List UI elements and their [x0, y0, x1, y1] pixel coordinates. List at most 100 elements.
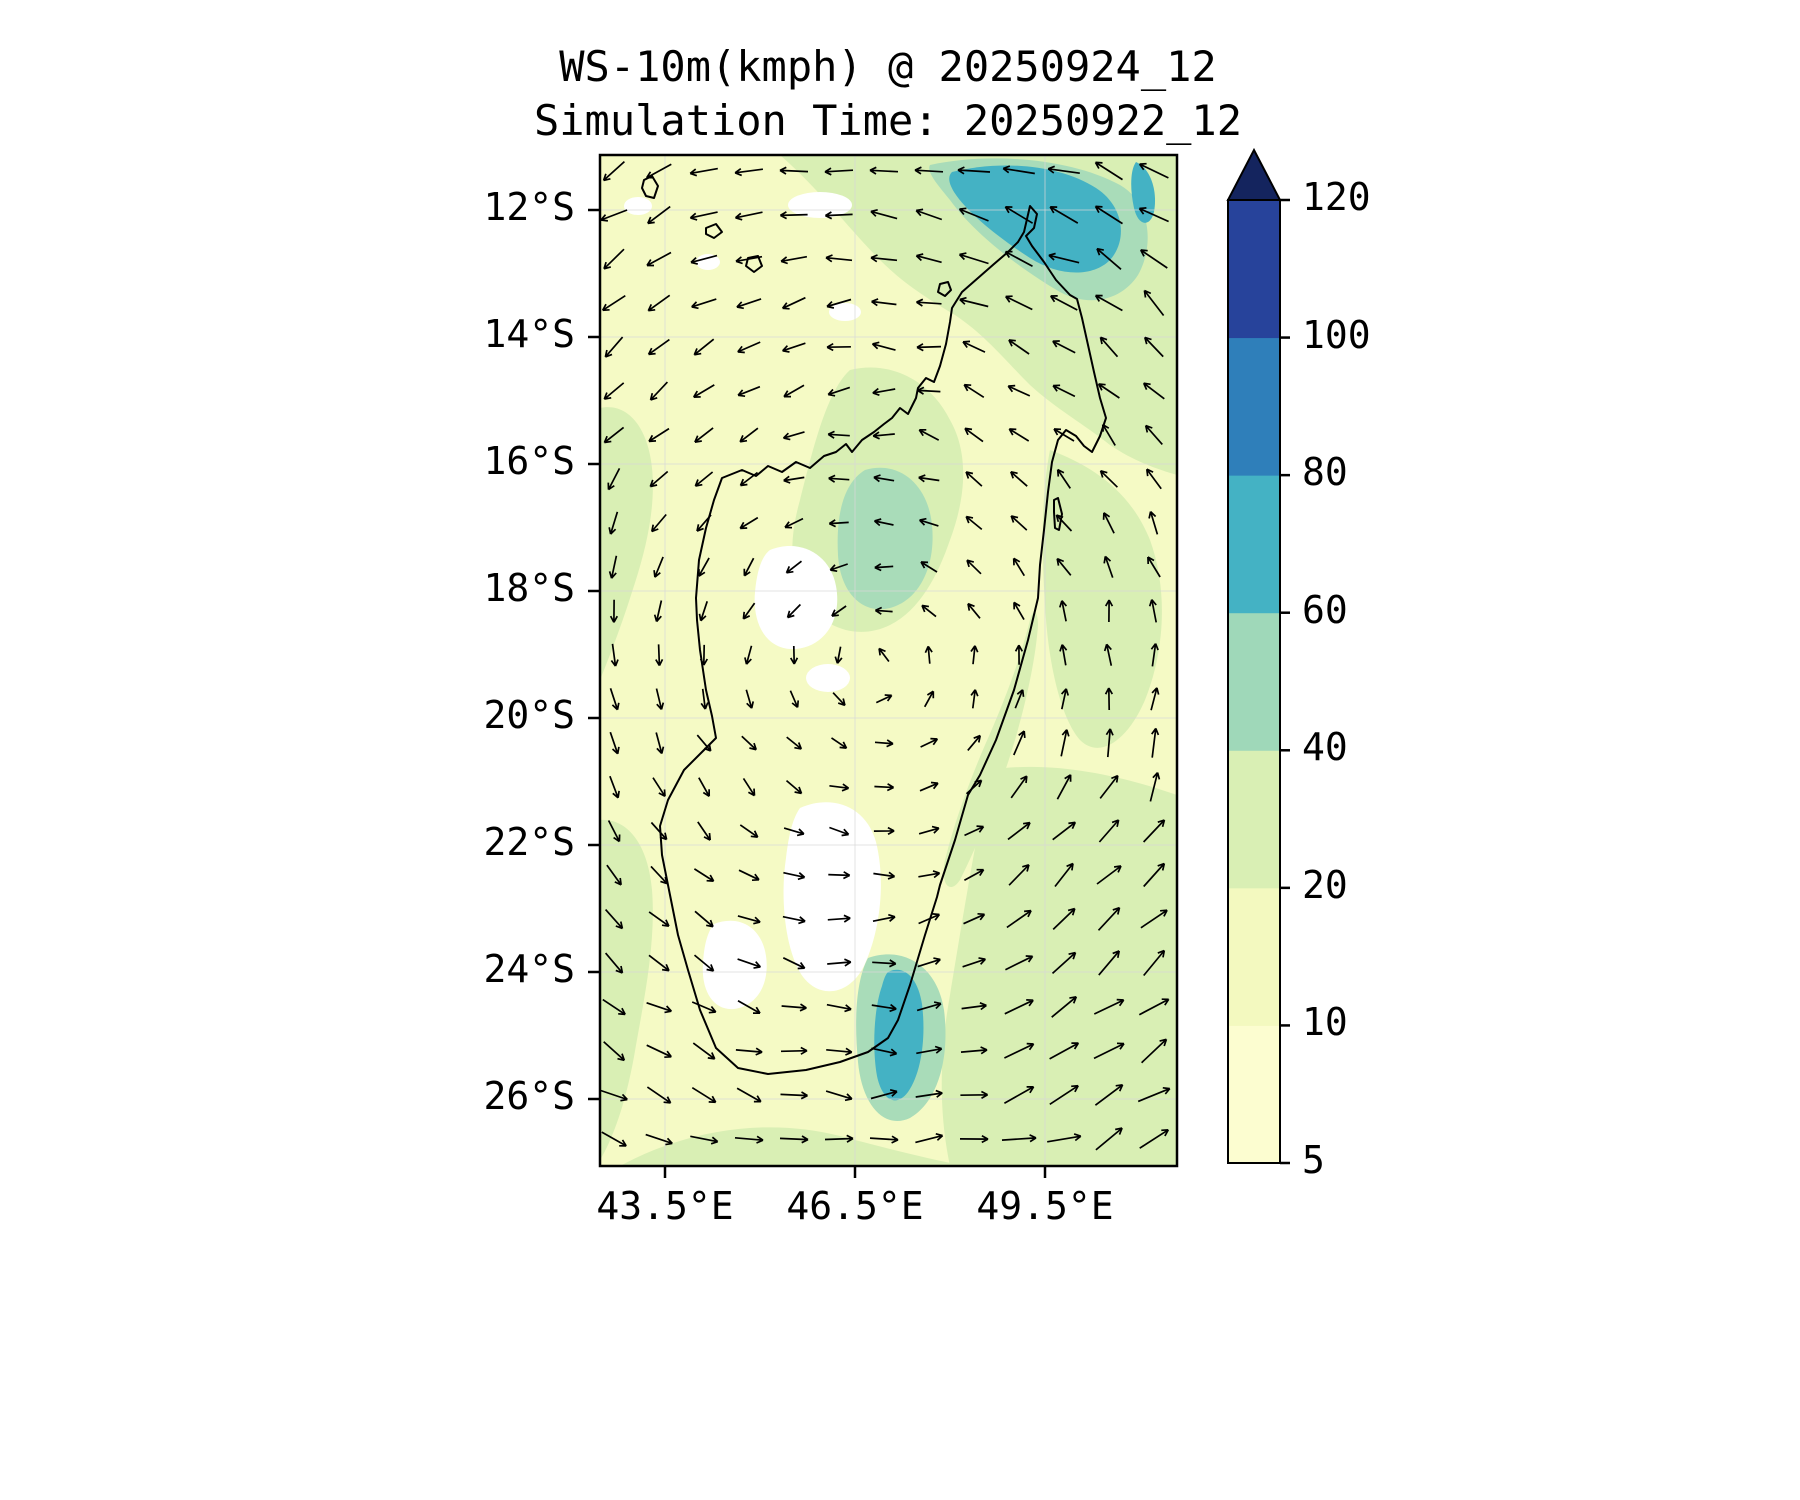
wind-arrow	[781, 342, 806, 353]
y-tick-label: 18°S	[483, 566, 575, 610]
wind-arrow	[649, 381, 669, 401]
y-tick-label: 20°S	[483, 693, 575, 737]
wind-arrow	[1047, 1133, 1082, 1143]
wind-arrow	[916, 343, 942, 352]
x-tick-label: 49.5°E	[976, 1184, 1114, 1228]
wind-arrow	[1012, 557, 1026, 577]
wind-arrow	[878, 647, 890, 663]
wind-arrow	[1007, 821, 1031, 841]
wind-arrow	[1004, 205, 1034, 224]
wind-arrow	[920, 561, 938, 573]
wind-arrow	[825, 254, 853, 263]
wind-arrow	[967, 602, 981, 619]
wind-arrow	[920, 737, 939, 748]
wind-arrow	[914, 166, 944, 175]
wind-arrow	[734, 1135, 764, 1144]
wind-arrow	[1010, 470, 1028, 487]
wind-arrow	[786, 736, 803, 750]
wind-arrow	[966, 559, 982, 575]
wind-arrow	[1052, 821, 1077, 841]
wind-arrow	[690, 1135, 719, 1145]
wind-arrow	[1005, 295, 1033, 311]
wind-arrow	[963, 383, 985, 399]
wind-arrow	[789, 645, 799, 665]
wind-arrow	[1150, 687, 1160, 711]
wind-arrow	[826, 342, 851, 352]
wind-arrow	[694, 471, 714, 487]
wind-arrow	[784, 517, 804, 529]
wind-arrow	[1149, 772, 1161, 802]
wind-arrow	[742, 602, 756, 620]
wind-arrow	[609, 775, 620, 799]
wind-arrow	[1052, 907, 1076, 931]
wind-arrow	[1138, 998, 1170, 1016]
wind-arrow	[924, 645, 933, 664]
wind-arrow	[1148, 599, 1158, 623]
figure-title: WS-10m(kmph) @ 20250924_12 Simulation Ti…	[398, 40, 1378, 148]
wind-arrow	[874, 563, 894, 572]
wind-arrow	[736, 1087, 762, 1103]
wind-arrow	[655, 732, 665, 755]
wind-arrow	[1058, 600, 1068, 622]
wind-arrow	[602, 998, 626, 1016]
wind-arrow	[872, 913, 896, 923]
comoros-island-moheli	[705, 223, 723, 239]
wind-arrow	[957, 166, 991, 175]
wind-arrow	[780, 1091, 808, 1100]
wind-arrow	[829, 826, 850, 837]
wind-arrow	[1096, 247, 1122, 270]
wind-arrow	[1143, 949, 1166, 977]
wind-arrow	[916, 1045, 943, 1055]
wind-arrow	[826, 1047, 853, 1056]
wind-arrow	[1148, 510, 1159, 535]
wind-arrow	[655, 644, 664, 667]
wind-arrow	[737, 341, 761, 354]
wind-arrow	[872, 959, 897, 968]
wind-arrow	[1139, 249, 1168, 269]
wind-quiver	[600, 160, 1171, 1151]
wind-arrow	[783, 475, 805, 484]
wind-arrow	[603, 426, 625, 444]
colorbar-tick-label: 10	[1302, 1000, 1348, 1045]
wind-arrow	[737, 915, 761, 925]
wind-arrow	[827, 958, 852, 967]
wind-arrow	[1008, 339, 1030, 355]
colorbar-tick-label: 120	[1302, 175, 1371, 219]
wind-arrow	[1138, 162, 1169, 179]
comoros-island-grande-comore	[641, 175, 659, 199]
wind-arrow	[1007, 384, 1031, 397]
wind-arrow	[1056, 468, 1072, 489]
wind-arrow	[967, 734, 982, 751]
wind-arrow	[603, 1041, 626, 1062]
wind-arrow	[602, 160, 625, 182]
wind-arrow	[1006, 909, 1032, 929]
wind-arrow	[647, 205, 671, 225]
wind-arrow	[871, 298, 897, 307]
wind-arrow	[1014, 644, 1024, 665]
graticule-gridlines	[600, 155, 1177, 1166]
wind-arrow	[824, 1134, 854, 1143]
wind-arrow	[783, 827, 805, 837]
wind-arrow	[781, 1003, 807, 1012]
wind-arrow	[824, 167, 854, 176]
wind-arrow	[693, 338, 715, 356]
wind-arrow	[779, 1135, 809, 1144]
wind-arrow	[1103, 643, 1113, 666]
wind-arrow	[963, 868, 985, 882]
coastlines	[641, 175, 1107, 1075]
wind-arrow	[783, 384, 805, 398]
wind-arrow	[1059, 644, 1068, 666]
wind-arrow	[1056, 774, 1072, 800]
wind-arrow	[1052, 340, 1076, 354]
wind-arrow	[959, 296, 989, 308]
wind-arrow	[828, 519, 849, 528]
wind-speed-region-below-5	[624, 192, 881, 1010]
wind-arrow	[693, 954, 715, 972]
wind-arrow	[1094, 161, 1123, 181]
wind-arrow	[1143, 336, 1164, 358]
wind-arrow	[970, 645, 979, 665]
wind-arrow	[1002, 165, 1035, 175]
wind-arrow	[779, 166, 809, 175]
wind-arrow	[604, 909, 624, 930]
y-tick-label: 16°S	[483, 439, 575, 483]
